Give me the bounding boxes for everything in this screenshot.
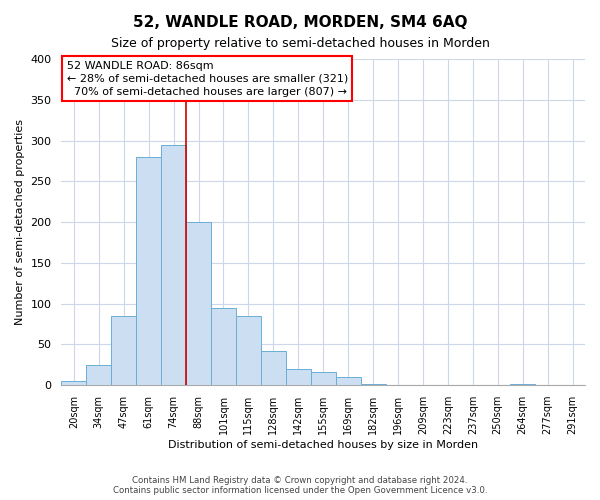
Bar <box>136 157 161 385</box>
Y-axis label: Number of semi-detached properties: Number of semi-detached properties <box>15 119 25 325</box>
Text: Size of property relative to semi-detached houses in Morden: Size of property relative to semi-detach… <box>110 38 490 51</box>
Bar <box>61 381 86 385</box>
Bar <box>211 308 236 385</box>
X-axis label: Distribution of semi-detached houses by size in Morden: Distribution of semi-detached houses by … <box>168 440 478 450</box>
Bar <box>361 384 386 385</box>
Bar <box>236 316 261 385</box>
Bar <box>335 377 361 385</box>
Bar <box>111 316 136 385</box>
Bar <box>311 372 335 385</box>
Text: 52 WANDLE ROAD: 86sqm
← 28% of semi-detached houses are smaller (321)
  70% of s: 52 WANDLE ROAD: 86sqm ← 28% of semi-deta… <box>67 60 348 97</box>
Bar <box>186 222 211 385</box>
Bar <box>510 384 535 385</box>
Bar <box>161 144 186 385</box>
Bar <box>86 365 111 385</box>
Text: 52, WANDLE ROAD, MORDEN, SM4 6AQ: 52, WANDLE ROAD, MORDEN, SM4 6AQ <box>133 15 467 30</box>
Text: Contains HM Land Registry data © Crown copyright and database right 2024.
Contai: Contains HM Land Registry data © Crown c… <box>113 476 487 495</box>
Bar <box>286 369 311 385</box>
Bar <box>261 351 286 385</box>
